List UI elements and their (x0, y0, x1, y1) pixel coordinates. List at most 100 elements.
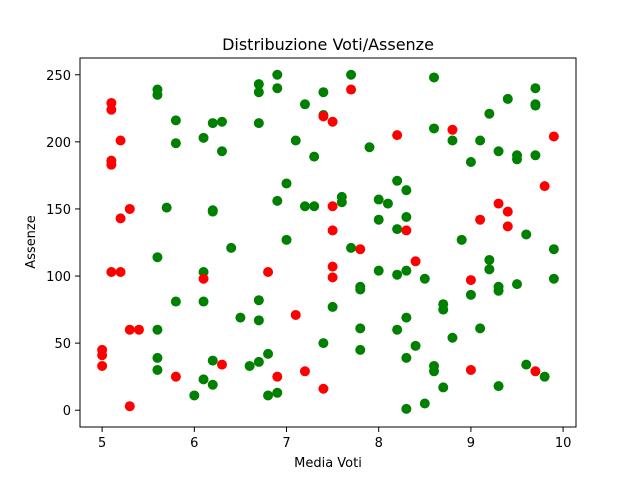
scatter-point (548, 244, 559, 255)
scatter-point (189, 390, 200, 401)
scatter-point (521, 359, 532, 370)
scatter-point (299, 366, 310, 377)
x-tick-label: 9 (467, 436, 475, 451)
scatter-point (272, 195, 283, 206)
chart-title: Distribuzione Voti/Assenze (222, 35, 434, 54)
scatter-point (253, 118, 264, 129)
scatter-point (429, 123, 440, 134)
scatter-point (539, 371, 550, 382)
scatter-point (170, 296, 181, 307)
scatter-point (327, 116, 338, 127)
scatter-point (216, 359, 227, 370)
scatter-point (309, 201, 320, 212)
scatter-point (355, 344, 366, 355)
scatter-point (198, 273, 209, 284)
scatter-point (429, 72, 440, 83)
scatter-point (373, 265, 384, 276)
scatter-point (318, 383, 329, 394)
scatter-point (253, 356, 264, 367)
scatter-point (502, 93, 513, 104)
scatter-point (290, 309, 301, 320)
scatter-point (97, 350, 108, 361)
scatter-point (355, 284, 366, 295)
scatter-point (115, 135, 126, 146)
scatter-point (401, 225, 412, 236)
scatter-point (548, 131, 559, 142)
scatter-point (364, 142, 375, 153)
scatter-point (327, 261, 338, 272)
scatter-point (401, 312, 412, 323)
scatter-point (318, 338, 329, 349)
scatter-point (475, 323, 486, 334)
scatter-point (152, 364, 163, 375)
scatter-point (115, 213, 126, 224)
scatter-point (272, 69, 283, 80)
scatter-point (410, 340, 421, 351)
scatter-point (290, 135, 301, 146)
scatter-point (539, 181, 550, 192)
scatter-point (346, 69, 357, 80)
scatter-point (170, 138, 181, 149)
scatter-point (392, 224, 403, 235)
scatter-point (548, 273, 559, 284)
scatter-point (346, 242, 357, 253)
scatter-point (216, 116, 227, 127)
scatter-point (401, 352, 412, 363)
scatter-point (170, 371, 181, 382)
scatter-point (272, 387, 283, 398)
scatter-point (401, 403, 412, 414)
scatter-point (373, 214, 384, 225)
scatter-point (493, 381, 504, 392)
scatter-point (134, 324, 144, 335)
scatter-point (502, 221, 513, 232)
scatter-point (401, 265, 412, 276)
scatter-point (152, 324, 163, 335)
scatter-point (207, 118, 218, 129)
scatter-point (410, 256, 421, 267)
scatter-point (124, 324, 135, 335)
scatter-point (493, 285, 504, 296)
scatter-point (392, 175, 403, 186)
scatter-point (318, 87, 329, 98)
scatter-point (475, 214, 486, 225)
scatter-point (253, 87, 264, 98)
scatter-point (512, 154, 522, 165)
x-tick-label: 5 (98, 436, 106, 451)
scatter-point (475, 135, 486, 146)
scatter-point (521, 229, 532, 240)
scatter-point (253, 315, 264, 326)
x-tick-label: 8 (375, 436, 383, 451)
scatter-point (152, 352, 163, 363)
scatter-point (512, 279, 522, 290)
scatter-point (484, 254, 495, 265)
scatter-point (484, 108, 495, 119)
scatter-point (198, 296, 209, 307)
scatter-point (152, 252, 163, 263)
scatter-point (382, 198, 393, 209)
scatter-point (419, 273, 430, 284)
scatter-point (207, 379, 218, 390)
scatter-point (161, 202, 172, 213)
scatter-point (253, 295, 264, 306)
x-tick-label: 10 (555, 436, 572, 451)
scatter-point (299, 201, 310, 212)
scatter-point (465, 156, 476, 167)
scatter-point (447, 124, 458, 135)
scatter-point (309, 151, 320, 162)
scatter-point (401, 212, 412, 223)
y-tick-label: 200 (46, 136, 71, 151)
scatter-point (97, 360, 108, 371)
scatter-point (355, 323, 366, 334)
scatter-point (401, 185, 412, 196)
x-tick-label: 7 (282, 436, 290, 451)
scatter-point (207, 206, 218, 217)
scatter-point (327, 201, 338, 212)
scatter-point (456, 234, 467, 245)
scatter-point (373, 194, 384, 205)
x-tick-label: 6 (190, 436, 198, 451)
scatter-point (198, 374, 209, 385)
y-tick-label: 150 (46, 203, 71, 218)
